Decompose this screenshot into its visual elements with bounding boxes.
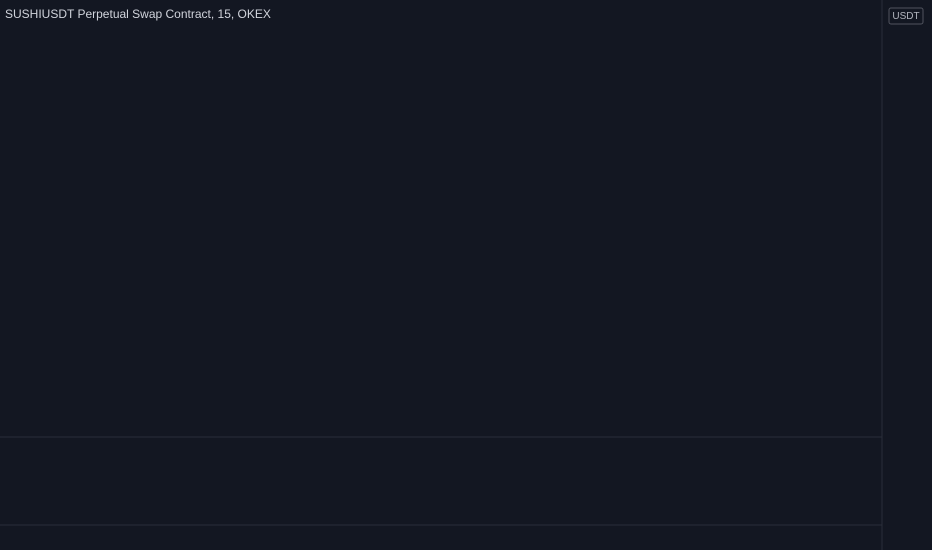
currency-label: USDT — [892, 11, 919, 22]
currency-box — [888, 7, 924, 25]
chart-title: SUSHIUSDT Perpetual Swap Contract, 15, O… — [5, 7, 271, 21]
